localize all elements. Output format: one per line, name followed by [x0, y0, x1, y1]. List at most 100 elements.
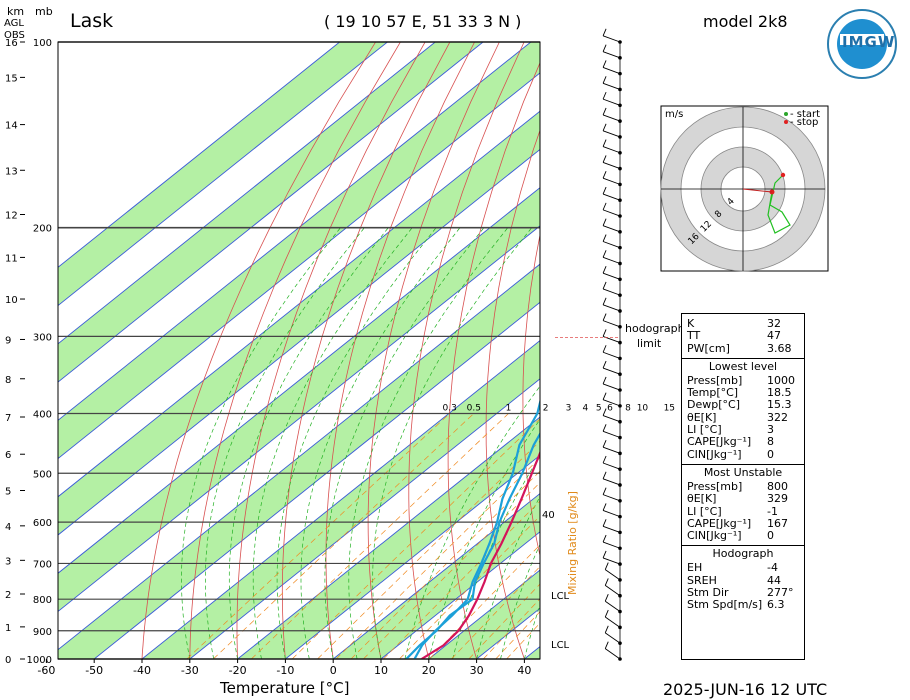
wind-barb — [618, 356, 622, 361]
index-value: -1 — [767, 504, 778, 518]
pressure-tick-label: 700 — [33, 559, 52, 570]
hodograph-indices-list: EH -4 SREH 44 Stm Dir 277° Stm Spd[m/s] 6.3 — [682, 562, 804, 611]
km-label: km — [7, 5, 25, 18]
index-row: Stm Spd[m/s] 6.3 — [682, 598, 804, 612]
profile-line-0 — [421, 450, 540, 659]
mb-label: mb — [35, 5, 53, 18]
index-row: Dewp[°C] 15.3 — [682, 398, 804, 412]
index-key: CAPE[Jkg⁻¹] — [687, 435, 752, 449]
pressure-tick-label: 300 — [33, 332, 52, 343]
plot-frame — [57, 41, 541, 660]
index-value: 47 — [767, 329, 781, 343]
index-value: 0 — [767, 447, 774, 461]
wind-barb — [618, 293, 622, 297]
index-value: 15.3 — [767, 398, 792, 412]
index-row: Temp[°C] 18.5 — [682, 386, 804, 400]
x-tick-label: -20 — [229, 664, 247, 677]
lowest-level-title: Lowest level — [708, 359, 778, 373]
index-key: K — [687, 317, 695, 330]
index-value: 167 — [767, 516, 788, 530]
model-label: model 2k8 — [703, 12, 788, 31]
x-tick-label: 30 — [470, 664, 484, 677]
x-tick-label: 20 — [422, 664, 436, 677]
most-unstable-list: Press[mb] 800 θE[K] 329 LI [°C] -1 CAPE[Jkg⁻¹]… — [682, 479, 804, 545]
pressure-tick-label: 1000 — [27, 655, 52, 666]
km-tick-label: 15 — [5, 73, 18, 84]
index-key: Stm Dir — [687, 586, 729, 600]
x-tick-label: -10 — [276, 664, 294, 677]
wind-barb — [618, 340, 622, 345]
km-tick-label: 5 — [5, 486, 11, 497]
mixing-ratio-label: 3 — [566, 403, 572, 413]
mixing-ratio-40: 40 — [542, 510, 555, 521]
index-value: 800 — [767, 479, 788, 493]
index-value: 0 — [767, 529, 774, 543]
index-row: LI [°C] -1 — [682, 504, 804, 518]
index-value: 18.5 — [767, 386, 792, 400]
station-coords: ( 19 10 57 E, 51 33 3 N ) — [324, 12, 522, 31]
mixing-ratio-label: 10 — [637, 403, 649, 413]
index-row: θE[K] 322 — [682, 411, 804, 424]
km-tick-label: 0 — [5, 655, 11, 666]
mixing-ratio-label: 0.3 — [443, 403, 457, 413]
index-value: 6.3 — [767, 598, 785, 612]
mixing-ratio-label: 5 — [596, 403, 602, 413]
index-value: -4 — [767, 561, 778, 575]
pressure-tick-label: 800 — [33, 595, 52, 606]
hodograph-ring-label: 4 — [726, 196, 737, 207]
km-tick-label: 13 — [5, 166, 18, 177]
hodograph-indices-title: Hodograph — [712, 547, 774, 561]
wind-barb — [618, 404, 622, 408]
mixing-ratio-label: 8 — [625, 403, 631, 413]
km-tick-label: 4 — [5, 522, 11, 533]
pressure-tick-label: 200 — [33, 224, 52, 235]
mixing-ratio-label: 4 — [583, 403, 589, 413]
km-tick-label: 6 — [5, 450, 11, 461]
hodograph-limit-label-1: hodograph — [625, 322, 685, 335]
wind-barbs — [555, 28, 622, 661]
km-tick-label: 7 — [5, 413, 11, 424]
index-key: TT — [687, 329, 701, 343]
index-value: 3 — [767, 423, 774, 437]
km-tick-label: 3 — [5, 556, 11, 567]
index-key: CIN[Jkg⁻¹] — [687, 447, 742, 461]
lowest-level-list: Press[mb] 1000 Temp[°C] 18.5 Dewp[°C] 15.3 θE[… — [682, 374, 804, 464]
pressure-tick-label: 100 — [33, 38, 52, 49]
km-tick-label: 9 — [5, 335, 11, 346]
index-row: EH -4 — [682, 561, 804, 575]
index-key: Press[mb] — [687, 479, 743, 493]
mixing-ratio-label: 15 — [664, 403, 675, 413]
x-tick-label: -50 — [85, 664, 103, 677]
hodograph-legend-start: - start — [790, 109, 821, 120]
profile-line-2 — [413, 398, 540, 659]
sounding-profiles — [405, 398, 540, 659]
index-row: CAPE[Jkg⁻¹] 167 — [682, 516, 804, 530]
hodograph-limit-label-2: limit — [637, 337, 662, 350]
date-time: 2025-JUN-16 12 UTC — [663, 680, 828, 699]
logo-text: IMGW — [842, 33, 896, 51]
index-row: SREH 44 — [682, 573, 804, 587]
x-tick-label: -60 — [37, 664, 55, 677]
station-title: Lask — [70, 10, 114, 32]
mixing-ratio-title: Mixing Ratio [g/kg] — [566, 491, 579, 595]
obs-label: OBS — [4, 30, 25, 41]
index-row: CIN[Jkg⁻¹] 0 — [682, 447, 804, 461]
lcl-label-surface: LCL — [551, 640, 570, 651]
pressure-tick-label: 400 — [33, 409, 52, 420]
index-value: 3.68 — [767, 341, 792, 355]
mixing-ratio-label: 6 — [607, 403, 613, 413]
wind-barb — [618, 451, 622, 456]
index-key: LI [°C] — [687, 504, 722, 518]
index-value: 44 — [767, 573, 781, 587]
index-value: 277° — [767, 586, 794, 600]
km-tick-label: 11 — [5, 253, 18, 264]
index-key: Stm Spd[m/s] — [687, 598, 763, 612]
mixing-ratio-label: 0.5 — [467, 403, 481, 413]
index-key: EH — [687, 561, 703, 575]
index-row: Stm Dir 277° — [682, 586, 804, 600]
index-row: PW[cm] 3.68 — [682, 341, 804, 355]
index-row: K 32 — [682, 317, 804, 330]
